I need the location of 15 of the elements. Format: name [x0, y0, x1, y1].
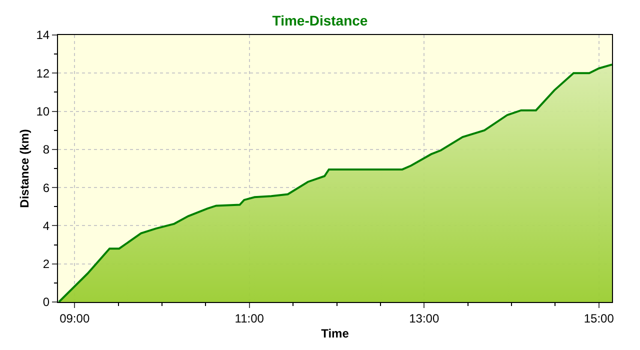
y-tick-label: 4	[42, 218, 50, 233]
y-tick-label: 12	[36, 66, 50, 80]
y-axis-title: Distance (km)	[18, 129, 32, 208]
x-tick-label: 13:00	[409, 311, 440, 326]
y-tick-label: 8	[42, 142, 50, 157]
y-tick-label: 6	[42, 180, 50, 195]
x-tick-label: 09:00	[60, 311, 90, 326]
y-tick-label: 14	[36, 28, 50, 42]
x-tick-label: 15:00	[584, 311, 614, 326]
y-tick-label: 10	[36, 104, 50, 118]
x-tick-label: 11:00	[234, 311, 264, 326]
x-axis-title: Time	[321, 326, 350, 340]
chart-title: Time-Distance	[272, 12, 368, 29]
y-tick-label: 2	[42, 257, 50, 272]
y-tick-label: 0	[42, 295, 50, 310]
